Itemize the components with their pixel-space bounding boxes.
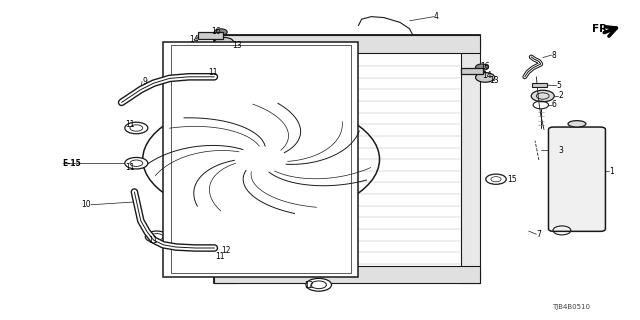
- Circle shape: [214, 37, 234, 47]
- Circle shape: [306, 278, 332, 291]
- Text: FR.: FR.: [592, 24, 611, 34]
- Text: 4: 4: [434, 12, 439, 21]
- Bar: [214, 35, 234, 283]
- Circle shape: [145, 231, 168, 243]
- Circle shape: [195, 247, 218, 259]
- Bar: [171, 45, 351, 273]
- Text: 9: 9: [142, 77, 147, 86]
- Circle shape: [531, 90, 554, 102]
- Text: 16: 16: [211, 28, 221, 36]
- Text: 11: 11: [125, 120, 134, 129]
- Circle shape: [125, 122, 148, 134]
- Bar: [214, 266, 480, 283]
- Ellipse shape: [568, 121, 586, 127]
- Text: 8: 8: [552, 51, 556, 60]
- Text: 5: 5: [557, 81, 562, 90]
- Text: 1: 1: [609, 167, 614, 176]
- Text: 14: 14: [189, 35, 198, 44]
- Text: 10: 10: [81, 200, 91, 209]
- Text: 12: 12: [305, 281, 314, 290]
- Bar: [461, 35, 480, 283]
- Circle shape: [476, 64, 488, 70]
- Circle shape: [125, 157, 148, 169]
- Text: 13: 13: [232, 41, 242, 50]
- Bar: [461, 68, 483, 74]
- Bar: [163, 42, 358, 277]
- Bar: [532, 83, 547, 87]
- Text: 11: 11: [215, 252, 225, 261]
- Text: TJB4B0510: TJB4B0510: [552, 304, 589, 309]
- FancyBboxPatch shape: [548, 127, 605, 231]
- Text: 13: 13: [490, 76, 499, 85]
- Text: 3: 3: [558, 146, 563, 155]
- Circle shape: [255, 156, 268, 163]
- Ellipse shape: [211, 72, 222, 82]
- Bar: [214, 35, 480, 283]
- Text: 11: 11: [208, 68, 218, 77]
- Circle shape: [223, 243, 248, 255]
- Circle shape: [214, 29, 227, 35]
- Text: 11: 11: [148, 236, 158, 245]
- Text: 16: 16: [480, 62, 490, 71]
- Text: 2: 2: [558, 92, 563, 100]
- Text: E-15: E-15: [63, 159, 81, 168]
- Text: 12: 12: [221, 246, 230, 255]
- Bar: [198, 32, 223, 39]
- Circle shape: [476, 73, 495, 82]
- Text: 14: 14: [482, 71, 492, 80]
- Bar: [214, 35, 480, 53]
- Text: 15: 15: [507, 175, 516, 184]
- Circle shape: [187, 70, 210, 82]
- Text: 7: 7: [536, 230, 541, 239]
- Text: 6: 6: [552, 100, 557, 109]
- Ellipse shape: [211, 243, 222, 253]
- Text: 11: 11: [125, 163, 134, 172]
